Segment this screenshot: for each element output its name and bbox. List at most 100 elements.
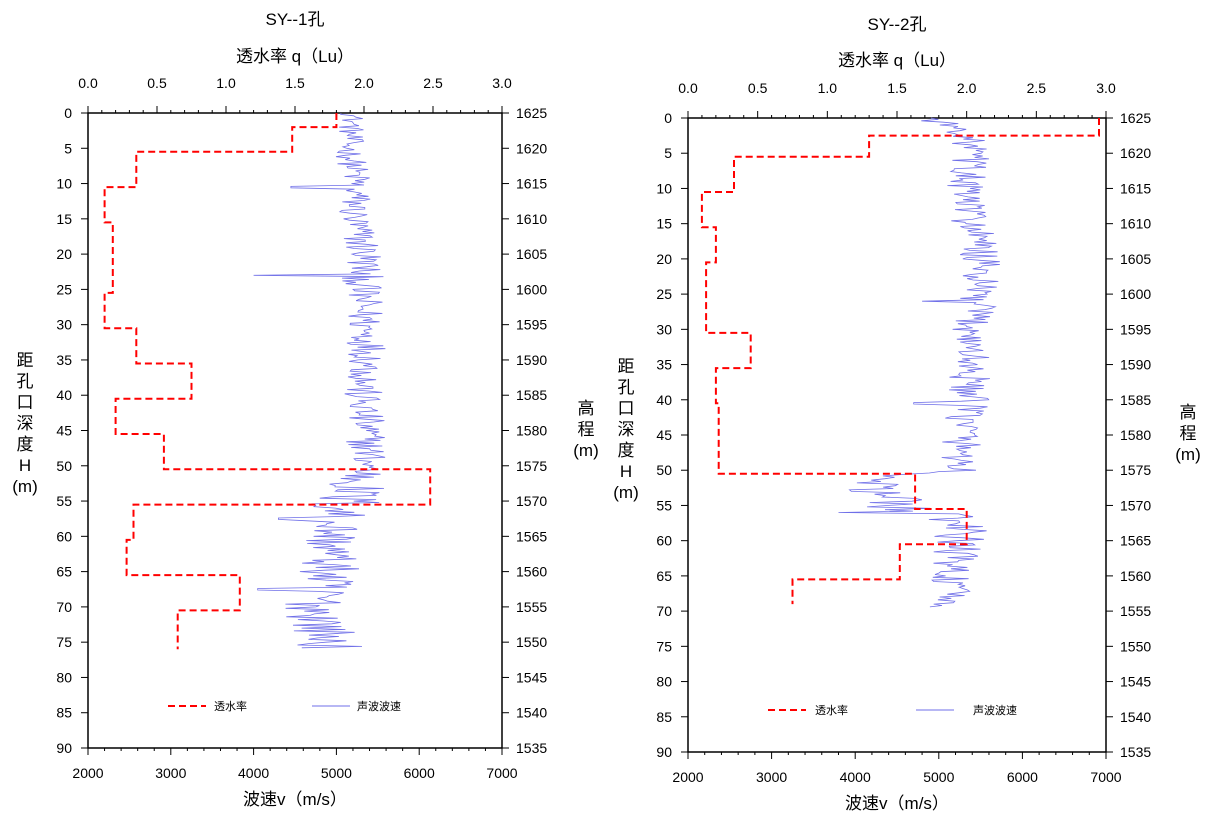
- left-axis-label-char: 口: [618, 399, 635, 418]
- left-tick-label: 50: [56, 458, 72, 474]
- left-tick-label: 90: [656, 744, 672, 760]
- left-tick-label: 0: [664, 110, 672, 126]
- top-tick-label: 2.5: [1027, 80, 1047, 96]
- top-tick-label: 0.5: [147, 75, 167, 91]
- right-tick-label: 1585: [1120, 392, 1151, 408]
- right-tick-label: 1615: [516, 176, 547, 192]
- right-tick-label: 1580: [516, 423, 547, 439]
- right-axis-label-char: 程: [1180, 424, 1197, 443]
- left-axis-label-char: 深: [618, 420, 635, 439]
- right-tick-label: 1540: [516, 705, 547, 721]
- right-axis-label-char: 程: [578, 420, 595, 439]
- left-tick-label: 80: [56, 669, 72, 685]
- right-tick-label: 1535: [516, 740, 547, 756]
- top-tick-label: 1.0: [216, 75, 236, 91]
- left-tick-label: 10: [56, 176, 72, 192]
- bottom-tick-label: 7000: [1090, 769, 1121, 785]
- left-tick-label: 35: [656, 357, 672, 373]
- right-tick-label: 1535: [1120, 744, 1151, 760]
- left-tick-label: 55: [56, 493, 72, 509]
- left-axis-label-char: 距: [17, 351, 34, 370]
- right-tick-label: 1590: [516, 352, 547, 368]
- top-axis-label: 透水率 q（Lu）: [838, 51, 956, 70]
- right-tick-label: 1565: [516, 528, 547, 544]
- left-tick-label: 45: [656, 427, 672, 443]
- left-tick-label: 20: [656, 251, 672, 267]
- top-tick-label: 0.0: [678, 80, 698, 96]
- right-tick-label: 1595: [1120, 321, 1151, 337]
- left-tick-label: 20: [56, 246, 72, 262]
- left-axis-label-char: (m): [613, 483, 638, 502]
- bottom-tick-label: 3000: [756, 769, 787, 785]
- bottom-tick-label: 6000: [404, 765, 435, 781]
- top-tick-label: 1.0: [818, 80, 838, 96]
- right-tick-label: 1620: [1120, 145, 1151, 161]
- left-axis-label-char: H: [19, 456, 31, 475]
- right-tick-label: 1555: [516, 599, 547, 615]
- left-tick-label: 15: [56, 211, 72, 227]
- right-axis-label-char: 高: [1180, 403, 1197, 422]
- left-tick-label: 90: [56, 740, 72, 756]
- left-tick-label: 65: [56, 564, 72, 580]
- right-tick-label: 1605: [1120, 251, 1151, 267]
- right-tick-label: 1625: [1120, 110, 1151, 126]
- left-tick-label: 60: [656, 533, 672, 549]
- right-tick-label: 1550: [516, 634, 547, 650]
- left-tick-label: 40: [656, 392, 672, 408]
- right-axis-label-char: 高: [578, 399, 595, 418]
- bottom-tick-label: 2000: [672, 769, 703, 785]
- left-axis-label-char: 孔: [17, 372, 34, 391]
- right-tick-label: 1605: [516, 246, 547, 262]
- left-axis-label-char: 深: [17, 414, 34, 433]
- bottom-axis-label: 波速v（m/s）: [845, 794, 949, 813]
- left-axis-label-char: 孔: [618, 378, 635, 397]
- permeability-line: [103, 113, 432, 650]
- right-axis-label-char: (m): [573, 441, 598, 460]
- right-tick-label: 1575: [516, 458, 547, 474]
- right-tick-label: 1595: [516, 317, 547, 333]
- bottom-axis-label: 波速v（m/s）: [243, 790, 347, 809]
- left-tick-label: 15: [656, 216, 672, 232]
- legend-label-velocity: 声波波速: [973, 703, 1017, 717]
- right-tick-label: 1600: [516, 281, 547, 297]
- left-tick-label: 25: [56, 281, 72, 297]
- bottom-tick-label: 4000: [238, 765, 269, 781]
- bottom-tick-label: 3000: [155, 765, 186, 781]
- left-tick-label: 70: [656, 603, 672, 619]
- left-tick-label: 35: [56, 352, 72, 368]
- left-tick-label: 25: [656, 286, 672, 302]
- legend-label-permeability: 透水率: [214, 699, 247, 713]
- left-tick-label: 30: [56, 317, 72, 333]
- right-tick-label: 1560: [516, 564, 547, 580]
- left-tick-label: 85: [656, 709, 672, 725]
- bottom-tick-label: 5000: [923, 769, 954, 785]
- right-tick-label: 1575: [1120, 462, 1151, 478]
- left-axis-label-char: 度: [618, 441, 635, 460]
- top-tick-label: 3.0: [492, 75, 512, 91]
- plot-frame: [87, 112, 503, 749]
- left-tick-label: 60: [56, 528, 72, 544]
- permeability-line: [700, 118, 1100, 605]
- top-axis-label: 透水率 q（Lu）: [236, 47, 354, 66]
- top-tick-label: 1.5: [285, 75, 305, 91]
- right-tick-label: 1590: [1120, 357, 1151, 373]
- top-tick-label: 0.5: [748, 80, 768, 96]
- left-axis-label-char: 口: [17, 393, 34, 412]
- right-tick-label: 1540: [1120, 709, 1151, 725]
- right-axis-label-char: (m): [1175, 445, 1200, 464]
- velocity-line: [838, 117, 1000, 608]
- left-axis-label-char: 距: [618, 357, 635, 376]
- plot-frame: [687, 117, 1107, 753]
- right-tick-label: 1555: [1120, 603, 1151, 619]
- bottom-tick-label: 5000: [321, 765, 352, 781]
- legend-label-velocity: 声波波速: [357, 699, 401, 713]
- right-axis-label: 高程 (m): [573, 399, 598, 460]
- left-tick-label: 65: [656, 568, 672, 584]
- top-tick-label: 0.0: [78, 75, 98, 91]
- right-tick-label: 1545: [516, 669, 547, 685]
